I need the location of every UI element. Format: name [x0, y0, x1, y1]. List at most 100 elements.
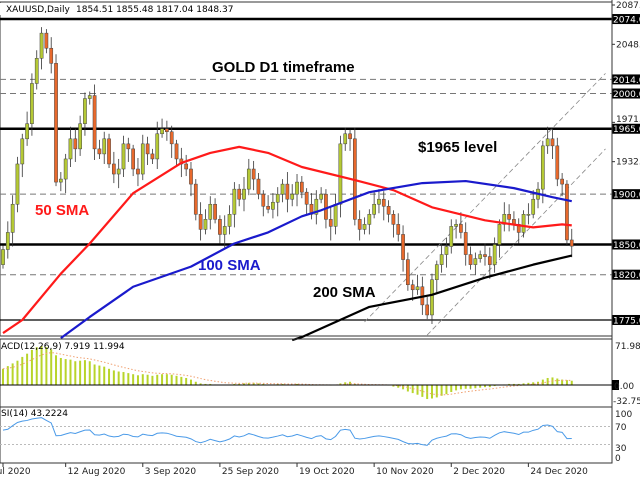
bear-candle — [126, 143, 131, 150]
bear-candle — [54, 63, 58, 183]
bull-candle — [372, 203, 376, 215]
bear-candle — [131, 148, 135, 170]
macd-label: ACD(12,26,9) 7.919 11.994 — [1, 342, 125, 352]
bull-candle — [34, 58, 39, 84]
bull-candle — [39, 32, 44, 59]
bear-candle — [213, 203, 217, 220]
sma100-annotation: 100 SMA — [198, 257, 261, 274]
time-axis-label: 12 Aug 2020 — [68, 467, 126, 477]
bull-candle — [15, 163, 20, 205]
bull-candle — [526, 214, 531, 216]
bear-candle — [150, 153, 155, 160]
bull-candle — [30, 83, 34, 124]
price-box-label: 1820.00 — [613, 271, 640, 281]
rsi-label: SI(14) 43.2224 — [1, 409, 68, 419]
trend-channel-line — [426, 148, 606, 336]
bull-candle — [343, 133, 348, 145]
bear-candle — [107, 138, 111, 165]
bull-candle — [116, 168, 121, 175]
price-box-2000.00 — [612, 88, 640, 99]
price-axis-label: 2087.95 — [616, 1, 640, 11]
title-annotation: GOLD D1 timeframe — [212, 59, 355, 76]
bull-candle — [545, 138, 550, 147]
price-box-1820.00 — [612, 269, 640, 280]
bear-candle — [357, 219, 362, 230]
macd-axis-bottom: -32.754 — [613, 397, 640, 407]
bull-candle — [1, 249, 5, 265]
bull-candle — [203, 219, 208, 230]
bear-candle — [256, 178, 261, 195]
price-box-label: 2000.00 — [613, 90, 640, 100]
bear-candle — [487, 256, 492, 265]
bear-candle — [44, 32, 49, 49]
bear-candle — [459, 224, 463, 233]
price-box-1775.00 — [612, 314, 640, 325]
time-axis: Jul 2020 12 Aug 2020 3 Sep 2020 25 Sep 2020… — [0, 463, 588, 477]
bear-candle — [251, 168, 256, 180]
bear-candle — [381, 198, 386, 207]
bear-candle — [410, 284, 415, 291]
price-box-label: 2074.00 — [613, 16, 640, 26]
rsi-axis-100: 100 — [615, 410, 632, 420]
bull-candle — [232, 188, 237, 215]
bull-candle — [319, 193, 323, 200]
price-box-2014.00 — [612, 74, 640, 85]
bear-candle — [348, 133, 352, 140]
bear-candle — [169, 131, 174, 145]
price-box-label: 1775.00 — [613, 316, 640, 326]
time-axis-label: Jul 2020 — [0, 467, 31, 477]
bull-candle — [478, 254, 483, 259]
bull-candle — [531, 198, 536, 215]
sma-line-100sma — [60, 179, 572, 339]
price-box-label: 2014.00 — [613, 76, 640, 86]
bull-candle — [246, 168, 251, 190]
bull-candle — [377, 198, 381, 205]
bear-candle — [285, 183, 290, 200]
macd-axis-zero: 0.00 — [614, 382, 634, 392]
bull-candle — [333, 203, 338, 227]
bull-candle — [155, 133, 160, 160]
price-box-1965.00 — [612, 123, 640, 134]
price-box-label: 1850.00 — [613, 241, 640, 251]
bear-candle — [299, 181, 304, 193]
bull-candle — [83, 98, 87, 124]
bull-candle — [5, 232, 10, 250]
bear-candle — [507, 214, 511, 220]
time-axis-label: 3 Sep 2020 — [145, 467, 197, 477]
bull-candle — [140, 143, 145, 175]
bear-candle — [145, 143, 150, 155]
bull-candle — [430, 279, 434, 316]
price-axis-label: 1971.35 — [616, 115, 640, 125]
bull-candle — [68, 138, 73, 160]
level-annotation: $1965 level — [418, 139, 497, 156]
bear-candle — [198, 214, 203, 230]
sma-line-200sma — [291, 254, 573, 342]
bull-candle — [362, 224, 367, 230]
bear-candle — [304, 191, 309, 205]
bear-candle — [261, 193, 266, 207]
bull-candle — [275, 193, 280, 203]
bear-candle — [386, 205, 391, 215]
bull-candle — [439, 254, 444, 265]
bear-candle — [406, 259, 410, 286]
ohlc-label: 1854.51 1855.48 1817.04 1848.37 — [76, 5, 233, 15]
macd-axis-top: 71.987 — [615, 342, 640, 352]
bull-candle — [271, 201, 275, 210]
main-panel: XAUUSD,Daily 1854.51 1855.48 1817.04 184… — [0, 1, 613, 342]
bull-candle — [454, 224, 458, 227]
bull-candle — [449, 226, 454, 247]
bear-candle — [73, 138, 78, 150]
rsi-axis-0: 0 — [615, 454, 621, 464]
bear-candle — [328, 219, 333, 227]
rsi-line — [2, 417, 572, 446]
price-axis-label: 2048.90 — [616, 40, 640, 50]
bear-candle — [218, 219, 222, 235]
bull-candle — [367, 214, 372, 225]
bear-candle — [184, 163, 189, 170]
bear-candle — [569, 239, 574, 247]
bear-candle — [324, 193, 328, 220]
bull-candle — [78, 123, 82, 150]
bull-candle — [58, 178, 63, 183]
bull-candle — [473, 258, 478, 265]
